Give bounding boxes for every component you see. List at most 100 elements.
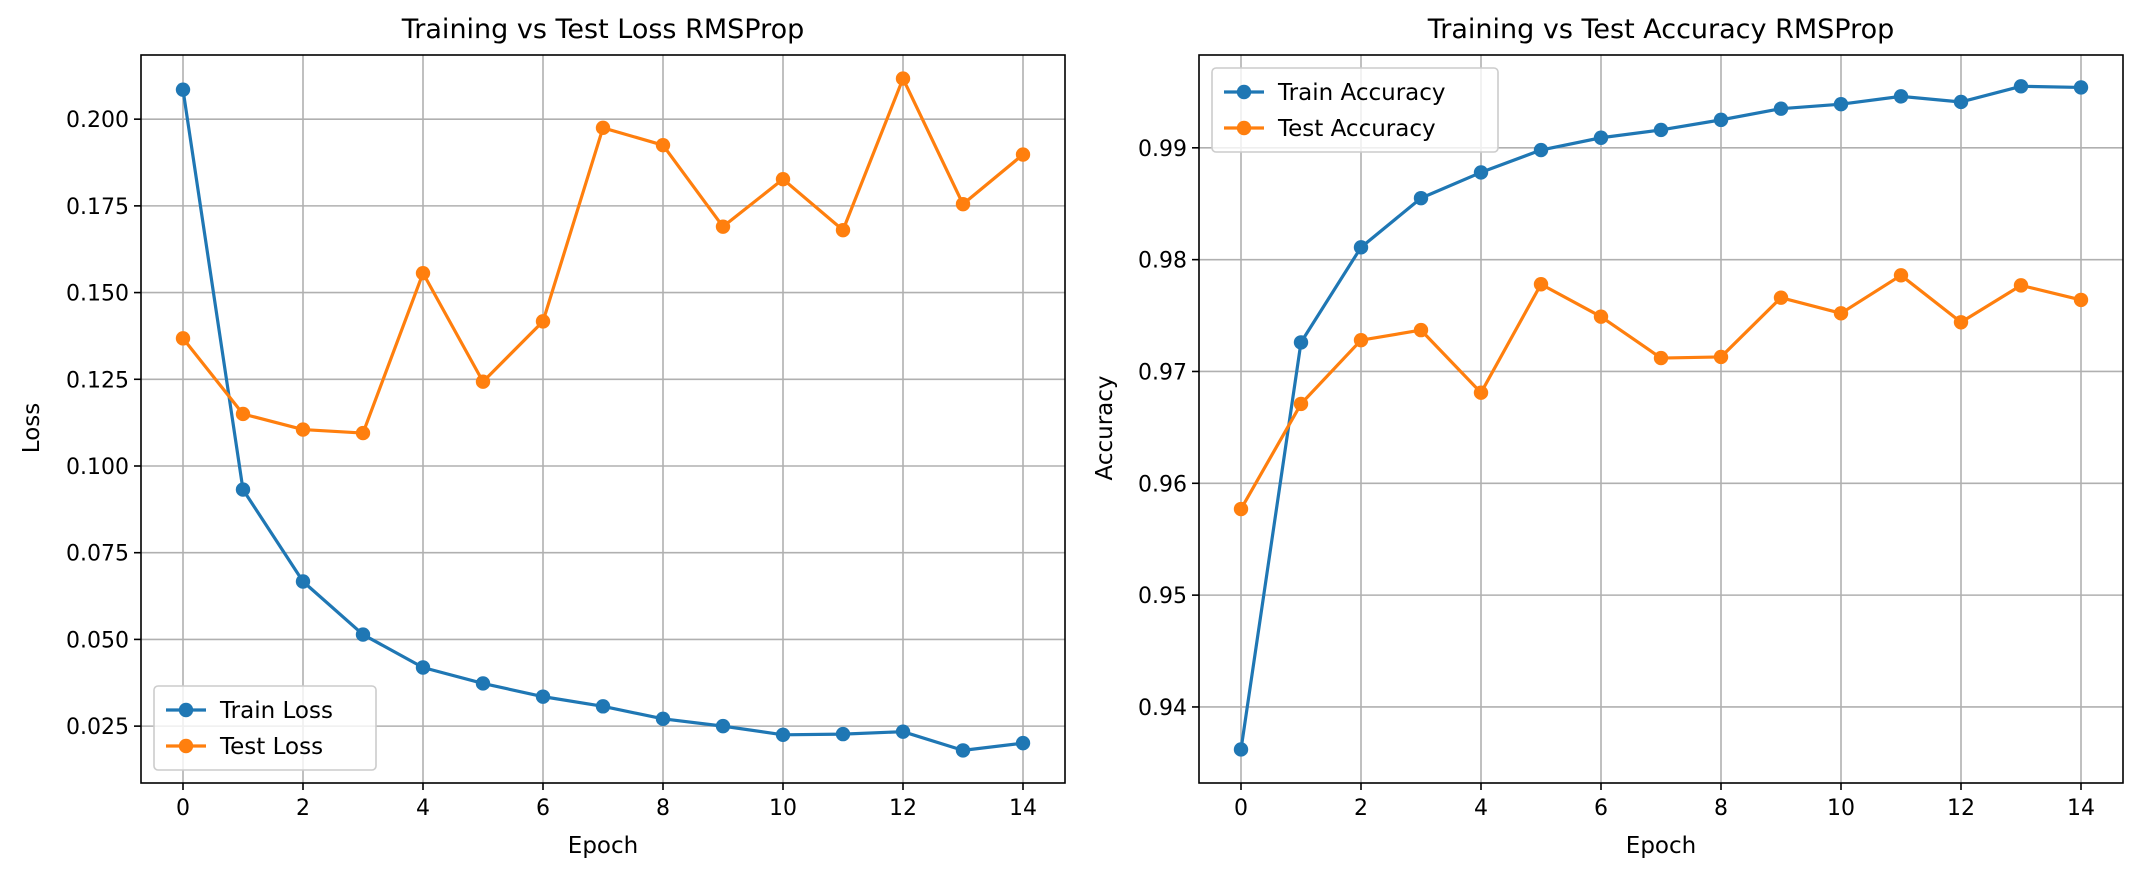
accuracy-chart-test-accuracy-point (1233, 501, 1249, 517)
loss-chart-train-loss-point (775, 727, 791, 742)
accuracy-chart-ytick-label: 0.95 (1138, 584, 1187, 609)
accuracy-chart-test-accuracy-point (2073, 292, 2089, 308)
loss-chart-xtick-label: 0 (176, 796, 190, 821)
loss-chart-xtick-label: 8 (656, 796, 670, 821)
loss-chart-test-loss-point (295, 422, 311, 437)
loss-chart-legend-swatch-marker (178, 702, 194, 718)
loss-chart-train-loss-point (235, 482, 251, 497)
loss-chart-test-loss-point (715, 219, 731, 234)
loss-chart-train-loss-point (715, 718, 731, 734)
loss-chart-train-loss-point (595, 699, 611, 714)
loss-chart-test-loss-point (175, 331, 191, 346)
loss-chart-title: Training vs Test Loss RMSProp (401, 14, 804, 45)
accuracy-chart-train-accuracy-point (1593, 130, 1609, 145)
loss-chart-ytick-label: 0.125 (66, 368, 129, 393)
accuracy-chart-train-accuracy-point (1713, 112, 1729, 128)
loss-chart-train-loss-point (835, 726, 851, 742)
accuracy-chart-test-accuracy-point (1953, 315, 1969, 330)
loss-chart-xtick-label: 10 (769, 796, 797, 821)
accuracy-chart-ylabel: Accuracy (1092, 375, 1118, 480)
loss-chart-ytick-label: 0.050 (66, 628, 129, 653)
accuracy-chart-test-accuracy-point (1413, 322, 1429, 338)
accuracy-chart-train-accuracy-point (1653, 122, 1669, 138)
loss-chart-xtick-label: 12 (889, 796, 917, 821)
loss-chart-legend (153, 685, 377, 771)
accuracy-chart-train-accuracy-point (1413, 190, 1429, 206)
accuracy-chart-test-accuracy-point (1293, 396, 1309, 412)
loss-chart-legend-swatch-marker (178, 738, 194, 754)
loss-chart-panel: Training vs Test Loss RMSProp Epoch Loss… (19, 14, 1066, 859)
loss-chart-ytick-label: 0.075 (66, 542, 129, 567)
accuracy-chart-ytick-label: 0.98 (1138, 249, 1187, 274)
accuracy-chart-legend-label: Test Accuracy (1277, 116, 1436, 142)
accuracy-chart-train-accuracy-point (1953, 94, 1969, 110)
loss-chart-legend-label: Train Loss (219, 698, 333, 724)
loss-chart-train-loss-point (1015, 735, 1031, 751)
loss-chart-test-loss-point (415, 265, 431, 281)
loss-chart-train-loss-point (955, 743, 971, 758)
accuracy-chart-test-accuracy-point (1533, 277, 1549, 292)
loss-chart-test-loss-point (655, 137, 671, 153)
loss-chart-ytick-label: 0.175 (66, 195, 129, 220)
loss-chart-ytick-label: 0.150 (66, 282, 129, 307)
loss-chart-train-loss-point (175, 82, 191, 97)
accuracy-chart-train-accuracy-point (1473, 165, 1489, 180)
loss-chart-train-loss-point (475, 676, 491, 691)
accuracy-chart-train-accuracy-point (1893, 89, 1909, 104)
loss-chart-ytick-label: 0.100 (66, 455, 129, 480)
loss-chart-test-loss-point (1015, 147, 1031, 162)
accuracy-chart-xlabel: Epoch (1626, 833, 1696, 859)
accuracy-chart-test-accuracy-point (2013, 278, 2029, 293)
accuracy-chart-test-accuracy-point (1473, 385, 1489, 400)
accuracy-chart-train-accuracy-point (2073, 80, 2089, 95)
loss-chart-xtick-label: 14 (1009, 796, 1037, 821)
accuracy-chart-xtick-label: 0 (1234, 796, 1248, 821)
accuracy-chart-axes-frame (1198, 54, 2124, 784)
accuracy-chart-legend (1211, 67, 1499, 153)
accuracy-chart-ytick-label: 0.99 (1138, 137, 1187, 162)
loss-chart-test-loss-point (355, 425, 371, 441)
accuracy-chart-legend-swatch-marker (1236, 120, 1252, 136)
accuracy-chart-test-accuracy-point (1653, 350, 1669, 366)
loss-chart-ytick-label: 0.200 (66, 108, 129, 133)
loss-chart-train-loss-point (355, 627, 371, 642)
loss-chart-test-loss-point (835, 222, 851, 238)
loss-chart-test-loss-point (595, 120, 611, 136)
accuracy-chart-ytick-label: 0.96 (1138, 472, 1187, 497)
loss-chart-legend-label: Test Loss (219, 734, 323, 760)
accuracy-chart-test-accuracy-point (1893, 268, 1909, 283)
accuracy-chart-xtick-label: 12 (1947, 796, 1975, 821)
accuracy-chart-ytick-label: 0.94 (1138, 696, 1187, 721)
loss-chart-xtick-label: 6 (536, 796, 550, 821)
accuracy-chart-xtick-label: 10 (1827, 796, 1855, 821)
accuracy-chart-xtick-label: 2 (1354, 796, 1368, 821)
loss-chart-test-loss-point (535, 314, 551, 329)
accuracy-chart-train-accuracy-point (1833, 97, 1849, 112)
accuracy-chart-train-accuracy-point (2013, 79, 2029, 94)
accuracy-chart-train-accuracy-point (1773, 101, 1789, 116)
loss-chart-test-loss-point (895, 71, 911, 86)
accuracy-chart-test-accuracy-point (1833, 306, 1849, 321)
loss-chart-test-loss-point (775, 171, 791, 187)
accuracy-chart-xtick-label: 6 (1594, 796, 1608, 821)
accuracy-chart-panel: Training vs Test Accuracy RMSProp Epoch … (1092, 14, 2124, 859)
accuracy-chart-legend-label: Train Accuracy (1277, 80, 1446, 106)
accuracy-chart-xtick-label: 4 (1474, 796, 1488, 821)
loss-chart-xlabel: Epoch (568, 833, 638, 859)
loss-chart-train-loss-point (655, 711, 671, 727)
accuracy-chart-xtick-label: 8 (1714, 796, 1728, 821)
accuracy-chart-train-accuracy-point (1353, 240, 1369, 255)
accuracy-chart-test-accuracy-point (1593, 309, 1609, 324)
accuracy-chart-legend-swatch-marker (1236, 84, 1252, 100)
accuracy-chart-train-accuracy-point (1533, 142, 1549, 158)
accuracy-chart-test-accuracy-point (1773, 290, 1789, 305)
accuracy-chart-test-accuracy-point (1713, 349, 1729, 365)
loss-chart-train-loss-point (535, 689, 551, 704)
accuracy-chart-train-accuracy-point (1293, 335, 1309, 350)
loss-chart-test-loss-point (955, 196, 971, 212)
loss-chart-train-loss-point (415, 660, 431, 675)
loss-chart-ylabel: Loss (19, 403, 45, 453)
accuracy-chart-xtick-label: 14 (2067, 796, 2095, 821)
accuracy-chart-train-accuracy-point (1233, 742, 1249, 757)
loss-chart-test-loss-point (235, 406, 251, 422)
